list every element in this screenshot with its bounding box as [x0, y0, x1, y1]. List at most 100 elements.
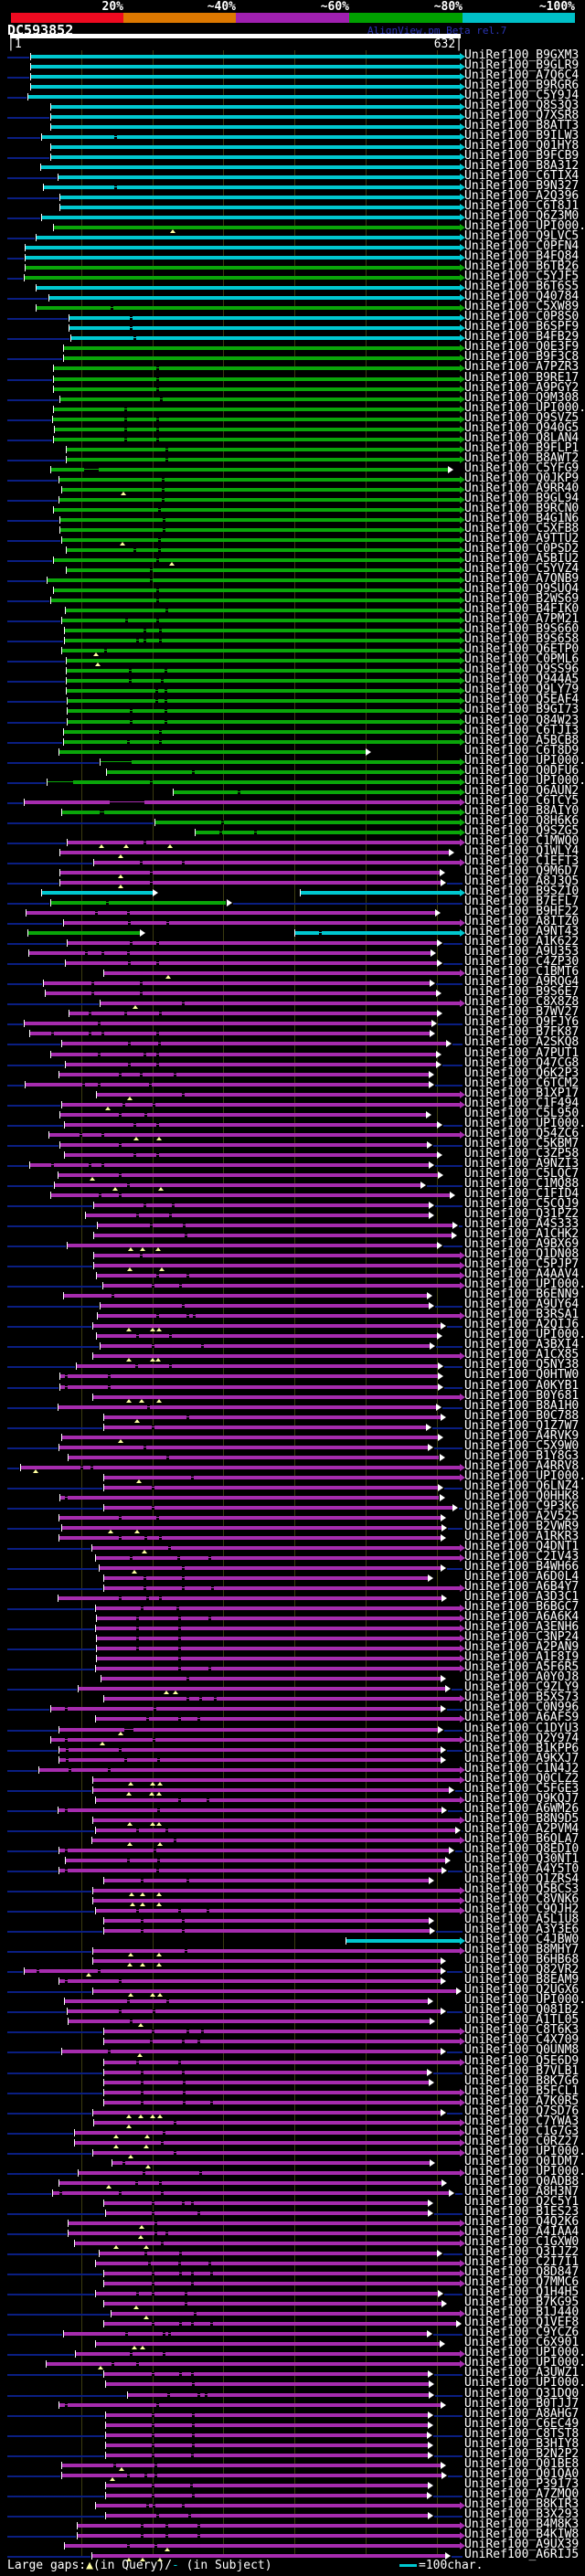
- hit-bar[interactable]: [53, 417, 460, 421]
- hit-bar[interactable]: [67, 447, 460, 451]
- hit-bar[interactable]: [61, 649, 461, 653]
- hit-bar[interactable]: [41, 134, 461, 139]
- hit-label[interactable]: UniRef100_B8ATT3: [464, 118, 580, 133]
- hit-bar[interactable]: [67, 669, 460, 673]
- hit-label[interactable]: UniRef100_C1MWQ0: [464, 833, 580, 848]
- hit-label[interactable]: UniRef100_B6TB26: [464, 260, 580, 274]
- hit-label[interactable]: UniRef100_Q9LVC5: [464, 229, 580, 243]
- hit-label[interactable]: UniRef100_Q944A5: [464, 673, 580, 687]
- hit-bar[interactable]: [54, 558, 460, 562]
- hit-bar[interactable]: [60, 1112, 427, 1117]
- hit-bar[interactable]: [103, 2282, 460, 2286]
- hit-bar[interactable]: [300, 891, 461, 895]
- hit-label[interactable]: UniRef100_C5XW89: [464, 300, 580, 314]
- hit-bar[interactable]: [68, 2231, 461, 2235]
- hit-label[interactable]: UniRef100_Q9SVZ5: [464, 410, 580, 425]
- hit-label[interactable]: UniRef100_B9SZ10: [464, 885, 580, 898]
- hit-bar[interactable]: [28, 94, 461, 99]
- hit-bar[interactable]: [67, 457, 460, 461]
- hit-bar[interactable]: [67, 2009, 441, 2014]
- hit-bar[interactable]: [67, 840, 460, 844]
- hit-bar[interactable]: [60, 527, 460, 532]
- hit-label[interactable]: UniRef100_Q1WLY4: [464, 843, 580, 858]
- hit-bar[interactable]: [58, 1596, 441, 1601]
- hit-label[interactable]: UniRef100_B4G1N6: [464, 511, 580, 525]
- hit-bar[interactable]: [61, 1525, 441, 1530]
- hit-bar[interactable]: [61, 619, 461, 623]
- hit-bar[interactable]: [96, 1617, 461, 1621]
- hit-bar[interactable]: [94, 1234, 452, 1237]
- hit-label[interactable]: UniRef100_B8A312: [464, 158, 580, 173]
- hit-label[interactable]: UniRef100_Q84W23: [464, 713, 580, 727]
- hit-label[interactable]: UniRef100_B9GXM3: [464, 48, 580, 62]
- hit-label[interactable]: UniRef100_Q8S3Q3: [464, 98, 580, 112]
- hit-bar[interactable]: [103, 1929, 430, 1934]
- hit-bar[interactable]: [92, 1889, 461, 1892]
- hit-bar[interactable]: [103, 1586, 460, 1591]
- hit-bar[interactable]: [65, 1062, 436, 1066]
- hit-bar[interactable]: [61, 1042, 447, 1046]
- hit-bar[interactable]: [36, 306, 460, 311]
- hit-bar[interactable]: [105, 2513, 428, 2518]
- hit-bar[interactable]: [25, 256, 461, 260]
- hit-bar[interactable]: [92, 1989, 457, 1994]
- hit-label[interactable]: UniRef100_C6T8J1: [464, 198, 580, 213]
- hit-bar[interactable]: [58, 1727, 438, 1732]
- hit-label[interactable]: UniRef100_A9U353: [464, 945, 580, 959]
- hit-bar[interactable]: [93, 2120, 460, 2125]
- hit-label[interactable]: UniRef100_B9RGR6: [464, 78, 580, 92]
- hit-label[interactable]: UniRef100_C1BMT6: [464, 965, 580, 980]
- hit-bar[interactable]: [96, 1556, 461, 1560]
- hit-bar[interactable]: [45, 991, 436, 996]
- hit-label[interactable]: UniRef100_B8AWT2: [464, 451, 580, 465]
- hit-bar[interactable]: [31, 64, 461, 69]
- hit-bar[interactable]: [96, 1717, 461, 1722]
- hit-label[interactable]: UniRef100_B6T6S5: [464, 280, 580, 294]
- hit-bar[interactable]: [103, 2070, 428, 2074]
- hit-bar[interactable]: [63, 356, 460, 361]
- hit-label[interactable]: UniRef100_Q0E3F9: [464, 340, 580, 355]
- hit-bar[interactable]: [105, 2382, 429, 2387]
- hit-bar[interactable]: [100, 759, 461, 764]
- hit-bar[interactable]: [64, 629, 460, 633]
- hit-bar[interactable]: [60, 881, 441, 885]
- hit-bar[interactable]: [25, 800, 461, 804]
- hit-bar[interactable]: [75, 2242, 461, 2245]
- hit-bar[interactable]: [58, 2180, 441, 2185]
- hit-label[interactable]: UniRef100_UPI000..: [464, 219, 585, 233]
- hit-bar[interactable]: [103, 1475, 460, 1479]
- hit-bar[interactable]: [54, 507, 460, 512]
- hit-label[interactable]: UniRef100_B9RE17: [464, 370, 580, 385]
- hit-label[interactable]: UniRef100_C0PML6: [464, 652, 580, 667]
- hit-bar[interactable]: [93, 860, 460, 864]
- hit-bar[interactable]: [67, 709, 460, 714]
- hit-bar[interactable]: [107, 769, 460, 774]
- hit-bar[interactable]: [50, 1052, 436, 1056]
- hit-bar[interactable]: [60, 397, 460, 401]
- hit-label[interactable]: UniRef100_Q0DFU6: [464, 763, 580, 778]
- hit-bar[interactable]: [58, 1515, 441, 1520]
- hit-bar[interactable]: [99, 1566, 441, 1570]
- hit-bar[interactable]: [62, 487, 461, 492]
- hit-label[interactable]: UniRef100_B9FCB9: [464, 148, 580, 163]
- hit-bar[interactable]: [50, 104, 460, 109]
- hit-bar[interactable]: [96, 1909, 461, 1913]
- hit-label[interactable]: UniRef100_B6SPF9: [464, 320, 580, 334]
- hit-label[interactable]: UniRef100_C5YJF5: [464, 270, 580, 284]
- hit-label[interactable]: UniRef100_A1K622: [464, 935, 580, 949]
- hit-label[interactable]: UniRef100_A8ITZ0: [464, 915, 580, 929]
- hit-bar[interactable]: [295, 931, 460, 936]
- hit-bar[interactable]: [103, 2100, 460, 2104]
- hit-label[interactable]: UniRef100_C5XFB8: [464, 521, 580, 535]
- hit-bar[interactable]: [67, 689, 460, 694]
- hit-bar[interactable]: [103, 2090, 460, 2094]
- hit-bar[interactable]: [44, 185, 460, 189]
- hit-bar[interactable]: [96, 1647, 461, 1651]
- hit-bar[interactable]: [61, 2473, 441, 2477]
- hit-bar[interactable]: [41, 891, 154, 895]
- hit-bar[interactable]: [67, 568, 460, 572]
- hit-bar[interactable]: [59, 749, 367, 754]
- hit-bar[interactable]: [69, 326, 461, 331]
- hit-bar[interactable]: [59, 1868, 441, 1872]
- hit-label[interactable]: UniRef100_A5BCB8: [464, 733, 580, 747]
